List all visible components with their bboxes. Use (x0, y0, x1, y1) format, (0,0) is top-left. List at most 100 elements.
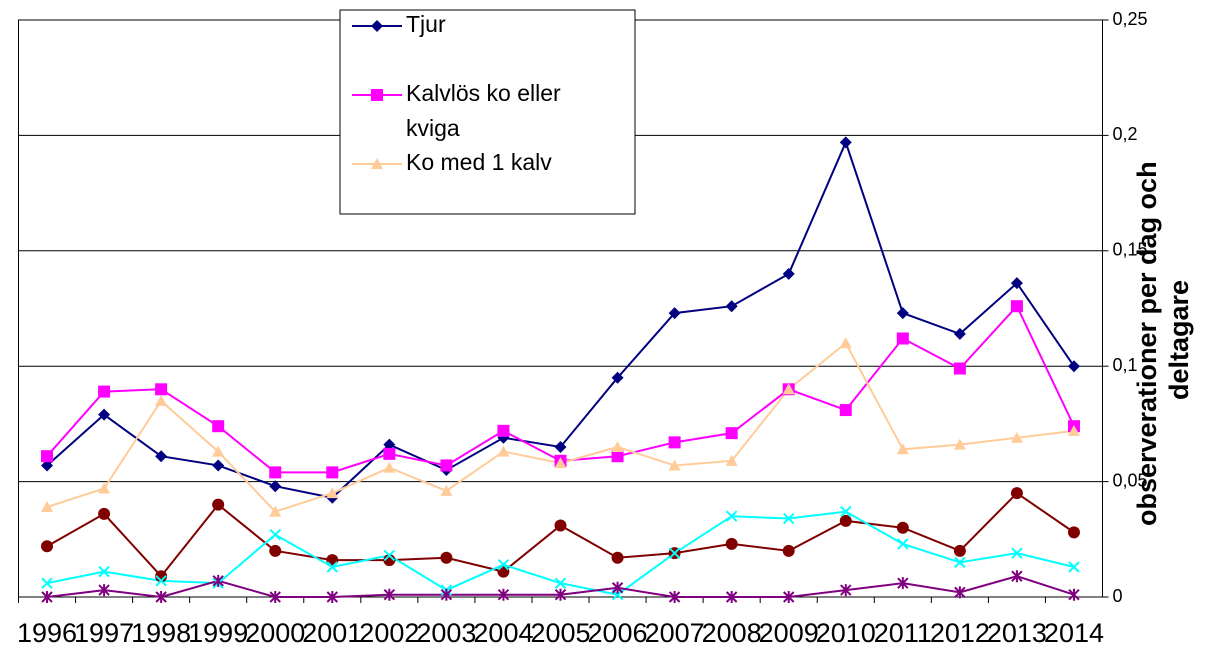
marker (840, 505, 852, 518)
marker (896, 521, 909, 534)
marker (212, 420, 225, 433)
x-tick-label: 2014 (1044, 618, 1104, 648)
marker (326, 561, 338, 573)
marker (783, 591, 795, 603)
marker (41, 591, 53, 603)
marker (155, 591, 167, 603)
marker (155, 383, 168, 396)
marker (725, 454, 738, 466)
marker (1010, 431, 1023, 443)
marker (1068, 561, 1080, 573)
marker (440, 484, 453, 496)
x-tick-label: 2004 (473, 618, 533, 648)
marker (953, 438, 966, 450)
marker (155, 450, 168, 463)
y-tick-label: 0,05 (1113, 470, 1148, 490)
marker (269, 466, 282, 479)
marker (440, 459, 453, 472)
marker (269, 544, 282, 557)
marker (668, 591, 681, 603)
marker (1011, 547, 1023, 559)
legend-label: Tjur (406, 11, 446, 37)
marker (41, 500, 54, 512)
legend-label: Kalvlös ko eller kviga (406, 80, 567, 141)
marker (611, 440, 624, 452)
x-tick-label: 2007 (645, 618, 705, 648)
x-tick-label: 2009 (759, 618, 819, 648)
marker (326, 487, 339, 499)
marker (725, 300, 738, 313)
marker (41, 459, 54, 472)
marker (953, 544, 966, 557)
y-tick-label: 0 (1113, 586, 1123, 606)
marker (326, 466, 339, 479)
marker (326, 554, 339, 567)
marker (725, 537, 738, 550)
marker (953, 327, 966, 340)
x-tick-label: 2013 (987, 618, 1047, 648)
marker (554, 577, 567, 589)
marker (896, 307, 909, 320)
marker (383, 447, 396, 460)
marker (383, 438, 396, 451)
x-tick-label: 2003 (416, 618, 476, 648)
marker (383, 588, 396, 601)
marker (839, 337, 852, 349)
marker (371, 20, 383, 32)
marker (1010, 300, 1023, 313)
marker (98, 584, 110, 597)
marker (1010, 277, 1023, 290)
marker (554, 588, 567, 601)
marker (326, 591, 338, 603)
marker (782, 383, 795, 395)
marker (611, 581, 624, 594)
marker (954, 586, 966, 599)
marker (725, 427, 738, 440)
marker (1011, 570, 1023, 583)
marker (41, 577, 53, 589)
marker (725, 591, 738, 603)
y-tick-label: 0,1 (1113, 355, 1138, 375)
marker (98, 482, 111, 494)
legend-entries: Tjur Kalvlös ko eller kviga Ko med 1 kalv (352, 11, 567, 175)
x-tick-label: 2011 (874, 618, 932, 648)
marker (269, 505, 282, 517)
marker (611, 450, 624, 463)
marker (269, 480, 282, 493)
x-tick-label: 1996 (17, 618, 77, 648)
marker (782, 267, 795, 280)
marker (611, 551, 624, 564)
series-lines (41, 136, 1080, 603)
marker (497, 565, 510, 578)
y-tick-label: 0,2 (1113, 124, 1138, 144)
marker (371, 158, 383, 169)
x-tick-label: 2006 (588, 618, 648, 648)
legend (339, 9, 636, 215)
y-axis-title: observerationer per dag och deltagare (1132, 154, 1194, 526)
marker (497, 424, 510, 437)
marker (440, 588, 453, 601)
marker (212, 498, 225, 511)
x-tick-label: 2002 (359, 618, 419, 648)
marker (953, 362, 966, 375)
marker (896, 443, 909, 455)
marker (269, 528, 281, 541)
marker (155, 575, 167, 587)
marker (896, 332, 909, 345)
x-tick-label: 2008 (702, 618, 762, 648)
marker (98, 507, 111, 520)
marker (840, 584, 852, 597)
marker (783, 512, 795, 525)
marker (212, 445, 225, 457)
marker (155, 394, 168, 406)
marker (41, 540, 54, 553)
marker (954, 556, 966, 569)
y-tick-label: 0,25 (1113, 9, 1148, 29)
marker (725, 510, 738, 522)
marker (371, 89, 383, 101)
marker (554, 519, 567, 532)
marker (611, 371, 624, 384)
marker (497, 558, 510, 571)
marker (497, 445, 510, 457)
